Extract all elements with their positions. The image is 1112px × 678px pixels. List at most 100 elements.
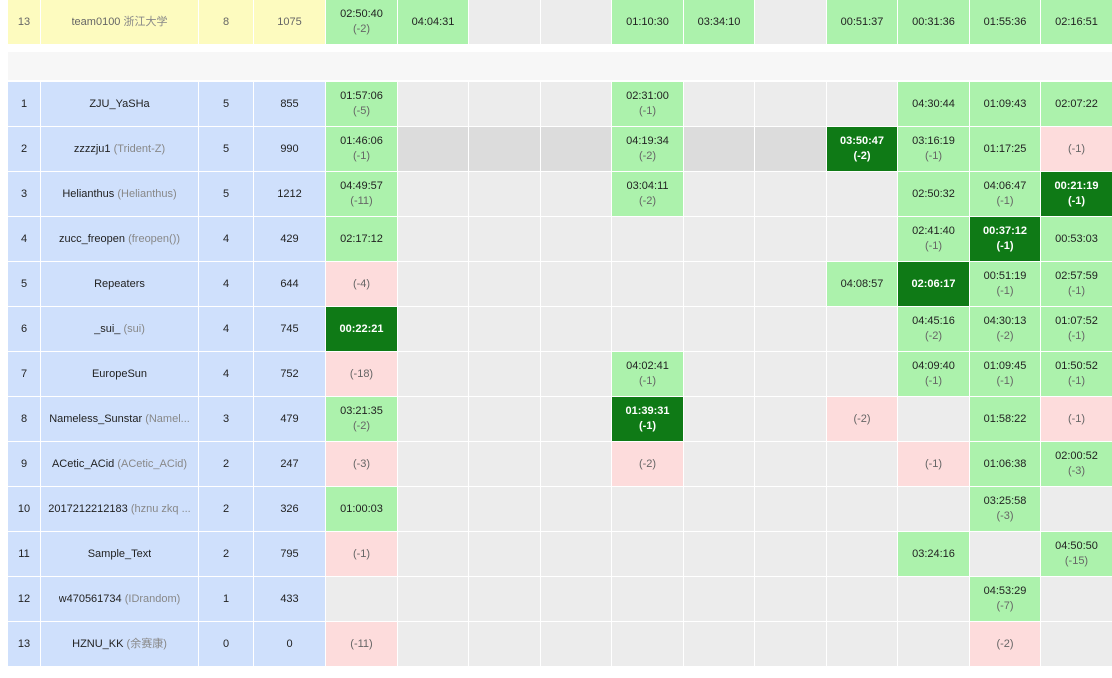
team-name[interactable]: ZJU_YaSHa <box>89 97 150 110</box>
problem-cell-ac[interactable]: 04:08:57 <box>827 262 898 306</box>
team-row[interactable]: 13 HZNU_KK (余赛康) 0 0 (-11) (-2) <box>8 622 1112 666</box>
problem-cell-wa[interactable]: (-1) <box>1041 127 1112 171</box>
problem-cell-ac[interactable]: 00:51:19 (-1) <box>970 262 1041 306</box>
team-name[interactable]: 2017212212183 <box>48 502 128 515</box>
problem-cell-ac[interactable]: 03:16:19 (-1) <box>898 127 970 171</box>
problem-cell-ac[interactable]: 01:07:52 (-1) <box>1041 307 1112 351</box>
team-name-cell[interactable]: Sample_Text <box>41 532 199 576</box>
problem-cell-ac[interactable]: 04:49:57 (-11) <box>326 172 398 216</box>
problem-cell-ac[interactable]: 01:09:45 (-1) <box>970 352 1041 396</box>
problem-cell-ac[interactable]: 02:41:40 (-1) <box>898 217 970 261</box>
team-name[interactable]: Nameless_Sunstar <box>49 412 143 425</box>
team-row[interactable]: 12 w470561734 (IDrandom) 1 433 04:53:29 (-7) <box>8 577 1112 621</box>
problem-cell-ac[interactable]: 04:53:29 (-7) <box>970 577 1041 621</box>
problem-cell-wa[interactable]: (-4) <box>326 262 398 306</box>
team-name[interactable]: team0100 <box>71 15 121 28</box>
team-name-cell[interactable]: zucc_freopen (freopen()) <box>41 217 199 261</box>
problem-cell-wa[interactable]: (-18) <box>326 352 398 396</box>
team-name[interactable]: Repeaters <box>94 277 145 290</box>
problem-cell-ac[interactable]: 01:46:06 (-1) <box>326 127 398 171</box>
team-name-cell[interactable]: HZNU_KK (余赛康) <box>41 622 199 666</box>
problem-cell-ac[interactable]: 04:30:44 <box>898 82 970 126</box>
team-name[interactable]: EuropeSun <box>91 367 148 380</box>
problem-cell-ac[interactable]: 03:04:11 (-2) <box>612 172 684 216</box>
problem-cell-ac[interactable]: 01:06:38 <box>970 442 1041 486</box>
problem-cell-ac[interactable]: 01:09:43 <box>970 82 1041 126</box>
problem-cell-ac[interactable]: 04:02:41 (-1) <box>612 352 684 396</box>
problem-cell-ac[interactable]: 02:31:00 (-1) <box>612 82 684 126</box>
team-row[interactable]: 5 Repeaters 4 644 (-4) 04:08:57 02:06:17 00:51:… <box>8 262 1112 306</box>
team-name-cell[interactable]: team0100 浙江大学 <box>41 0 199 44</box>
problem-cell-fb[interactable]: 00:22:21 <box>326 307 398 351</box>
problem-cell-ac[interactable]: 00:53:03 <box>1041 217 1112 261</box>
problem-cell-ac[interactable]: 01:10:30 <box>612 0 684 44</box>
team-row[interactable]: 8 Nameless_Sunstar (Namel... 3 479 03:21:35 (… <box>8 397 1112 441</box>
my-team-row[interactable]: 13 team0100 浙江大学 8 1075 02:50:40 (-2) 04:04:31… <box>8 0 1112 44</box>
team-row[interactable]: 2 zzzzju1 (Trident-Z) 5 990 01:46:06 (-1) 04:1… <box>8 127 1112 171</box>
problem-cell-wa[interactable]: (-1) <box>898 442 970 486</box>
problem-cell-ac[interactable]: 02:50:40 (-2) <box>326 0 398 44</box>
team-row[interactable]: 11 Sample_Text 2 795 (-1) 03:24:16 04:50:50 (-1… <box>8 532 1112 576</box>
team-name[interactable]: zzzzju1 <box>73 142 111 155</box>
team-row[interactable]: 3 Helianthus (Helianthus) 5 1212 04:49:57 (-1… <box>8 172 1112 216</box>
problem-cell-ac[interactable]: 01:57:06 (-5) <box>326 82 398 126</box>
problem-cell-ac[interactable]: 03:24:16 <box>898 532 970 576</box>
team-name-cell[interactable]: Helianthus (Helianthus) <box>41 172 199 216</box>
problem-cell-ac[interactable]: 03:25:58 (-3) <box>970 487 1041 531</box>
problem-cell-ac[interactable]: 01:50:52 (-1) <box>1041 352 1112 396</box>
team-name-cell[interactable]: Repeaters <box>41 262 199 306</box>
problem-cell-ac[interactable]: 03:21:35 (-2) <box>326 397 398 441</box>
problem-cell-ac[interactable]: 04:45:16 (-2) <box>898 307 970 351</box>
team-name-cell[interactable]: ACetic_ACid (ACetic_ACid) <box>41 442 199 486</box>
team-name-cell[interactable]: w470561734 (IDrandom) <box>41 577 199 621</box>
team-name[interactable]: zucc_freopen <box>58 232 125 245</box>
team-row[interactable]: 4 zucc_freopen (freopen()) 4 429 02:17:12 02:… <box>8 217 1112 261</box>
problem-cell-wa[interactable]: (-1) <box>326 532 398 576</box>
team-name[interactable]: Helianthus <box>62 187 115 200</box>
problem-cell-ac[interactable]: 04:06:47 (-1) <box>970 172 1041 216</box>
problem-cell-ac[interactable]: 00:51:37 <box>827 0 898 44</box>
problem-cell-ac[interactable]: 03:34:10 <box>684 0 755 44</box>
problem-cell-ac[interactable]: 00:31:36 <box>898 0 970 44</box>
problem-cell-ac[interactable]: 04:09:40 (-1) <box>898 352 970 396</box>
problem-cell-fb[interactable]: 00:37:12 (-1) <box>970 217 1041 261</box>
team-row[interactable]: 1 ZJU_YaSHa 5 855 01:57:06 (-5) 02:31:00 (-1) 04… <box>8 82 1112 126</box>
problem-cell-fb[interactable]: 03:50:47 (-2) <box>827 127 898 171</box>
team-row[interactable]: 6 _sui_ (sui) 4 745 00:22:21 04:45:16 (-2) 04:3… <box>8 307 1112 351</box>
problem-cell-ac[interactable]: 04:50:50 (-15) <box>1041 532 1112 576</box>
problem-cell-ac[interactable]: 02:16:51 <box>1041 0 1112 44</box>
problem-cell-fb[interactable]: 00:21:19 (-1) <box>1041 172 1112 216</box>
team-row[interactable]: 10 2017212212183 (hznu zkq ... 2 326 01:00:0… <box>8 487 1112 531</box>
team-name-cell[interactable]: _sui_ (sui) <box>41 307 199 351</box>
team-name[interactable]: _sui_ <box>94 322 121 335</box>
team-name[interactable]: ACetic_ACid <box>51 457 115 470</box>
problem-cell-ac[interactable]: 04:04:31 <box>398 0 469 44</box>
problem-cell-ac[interactable]: 02:00:52 (-3) <box>1041 442 1112 486</box>
team-name[interactable]: HZNU_KK <box>72 637 124 650</box>
problem-cell-fb[interactable]: 01:39:31 (-1) <box>612 397 684 441</box>
problem-cell-wa[interactable]: (-2) <box>612 442 684 486</box>
problem-cell-ac[interactable]: 02:50:32 <box>898 172 970 216</box>
problem-cell-ac[interactable]: 01:00:03 <box>326 487 398 531</box>
problem-cell-ac[interactable]: 01:58:22 <box>970 397 1041 441</box>
problem-cell-wa[interactable]: (-2) <box>827 397 898 441</box>
team-name[interactable]: Sample_Text <box>87 547 152 560</box>
team-name-cell[interactable]: EuropeSun <box>41 352 199 396</box>
team-name-cell[interactable]: zzzzju1 (Trident-Z) <box>41 127 199 171</box>
problem-cell-ac[interactable]: 04:30:13 (-2) <box>970 307 1041 351</box>
team-name[interactable]: w470561734 <box>58 592 122 605</box>
problem-cell-fb[interactable]: 02:06:17 <box>898 262 970 306</box>
team-name-cell[interactable]: Nameless_Sunstar (Namel... <box>41 397 199 441</box>
problem-cell-ac[interactable]: 04:19:34 (-2) <box>612 127 684 171</box>
problem-cell-wa[interactable]: (-1) <box>1041 397 1112 441</box>
team-name-cell[interactable]: 2017212212183 (hznu zkq ... <box>41 487 199 531</box>
team-row[interactable]: 9 ACetic_ACid (ACetic_ACid) 2 247 (-3) (-2) (-… <box>8 442 1112 486</box>
team-row[interactable]: 7 EuropeSun 4 752 (-18) 04:02:41 (-1) 04:09:40 (… <box>8 352 1112 396</box>
problem-cell-wa[interactable]: (-3) <box>326 442 398 486</box>
problem-cell-ac[interactable]: 02:57:59 (-1) <box>1041 262 1112 306</box>
problem-cell-ac[interactable]: 01:55:36 <box>970 0 1041 44</box>
problem-cell-ac[interactable]: 02:17:12 <box>326 217 398 261</box>
team-name-cell[interactable]: ZJU_YaSHa <box>41 82 199 126</box>
problem-cell-ac[interactable]: 01:17:25 <box>970 127 1041 171</box>
problem-cell-wa[interactable]: (-2) <box>970 622 1041 666</box>
